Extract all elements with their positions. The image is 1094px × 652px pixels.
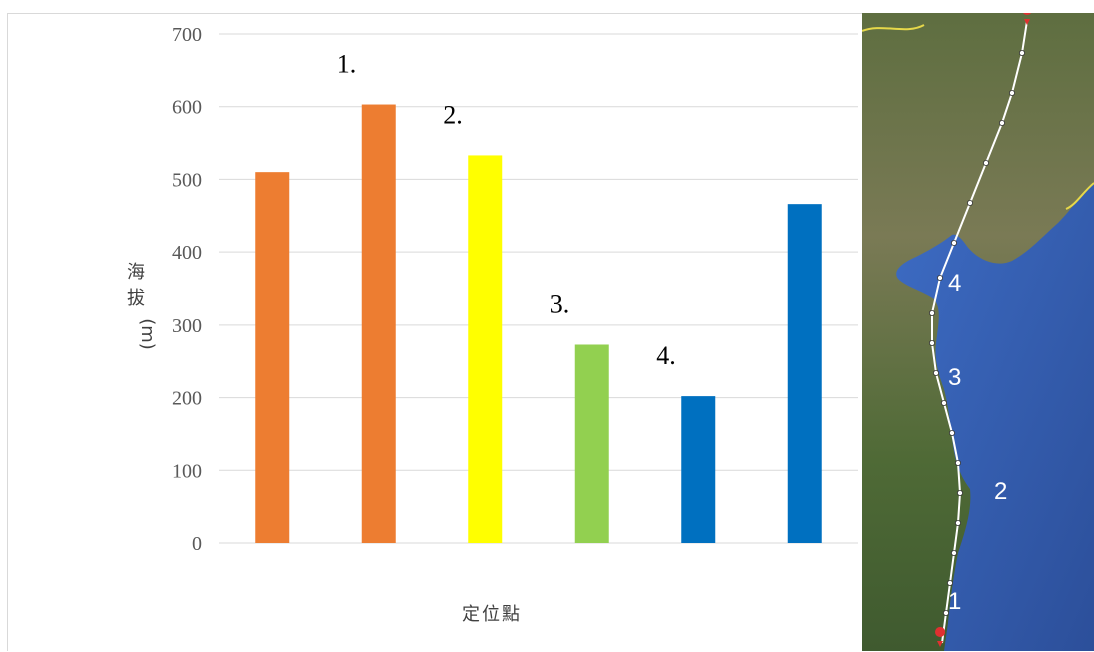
y-tick-labels: 0 100 200 300 400 500 600 700 [172,24,202,555]
map-sea [896,183,1094,651]
y-axis-label-2: 拔 [127,288,145,309]
map-label-4: 4 [948,270,961,297]
map-label-2: 2 [994,478,1007,505]
bar-6 [787,204,822,543]
map-border [1065,182,1094,210]
bar-annotation-2: 2. [443,100,463,129]
bar-2 [361,104,396,543]
bar-3 [468,155,503,543]
bar-1 [255,172,290,543]
y-tick-label: 700 [172,24,202,46]
x-axis-label: 定位點 [462,604,522,625]
map-label-3: 3 [948,364,961,391]
bar-annotation-1: 1. [337,50,357,79]
map-border-north [862,24,925,32]
y-tick-label: 0 [192,533,202,555]
y-tick-label: 100 [172,460,202,482]
map-pin-end-icon [935,627,946,647]
bar-annotation-4: 4. [656,341,676,370]
gridlines [219,33,858,544]
satellite-route-map: 1 2 3 4 [862,13,1094,651]
y-axis-label-3: (m) [137,318,158,350]
bars [255,104,822,543]
y-tick-label: 500 [172,169,202,191]
route-waypoints [929,50,1025,617]
bar-4 [574,344,609,543]
map-label-1: 1 [948,588,961,615]
y-tick-label: 400 [172,242,202,264]
y-tick-label: 600 [172,97,202,119]
chart-frame: 0 100 200 300 400 500 600 700 1. 2. 3. 4. 海 拔 (m) … [7,13,865,651]
map-pin-start-icon [1023,13,1031,25]
y-axis-label-1: 海 [127,262,145,283]
y-tick-label: 200 [172,388,202,410]
bar-annotation-3: 3. [550,289,570,318]
bar-5 [681,396,716,543]
route-line [931,20,1028,644]
y-tick-label: 300 [172,315,202,337]
bar-annotations: 1. 2. 3. 4. [337,50,676,371]
